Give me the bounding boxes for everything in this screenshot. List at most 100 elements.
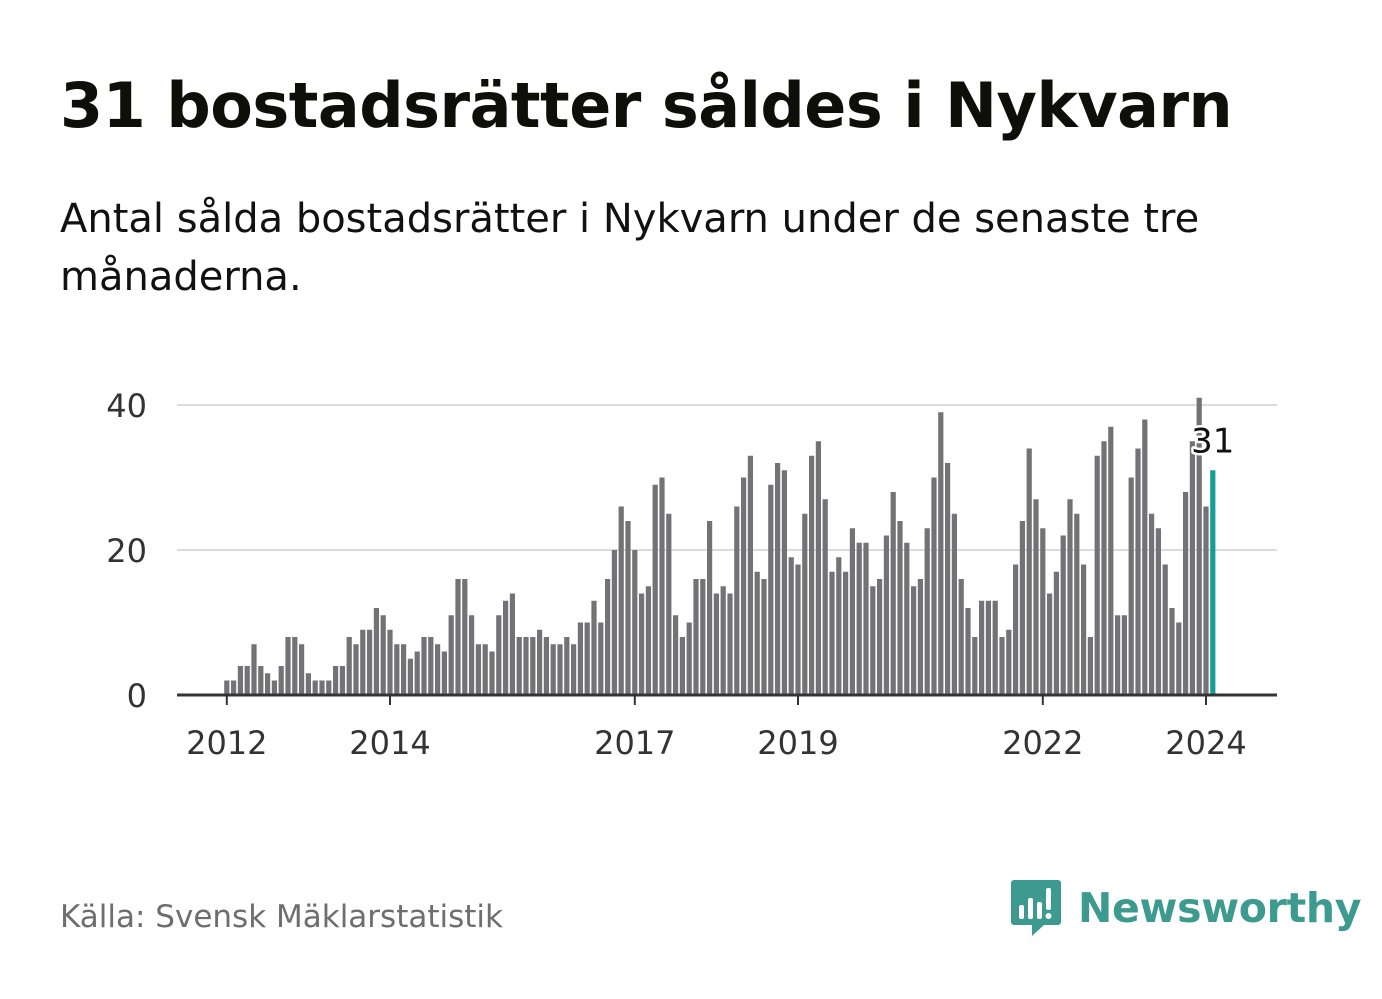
bar (951, 513, 957, 695)
bar (333, 666, 339, 695)
bar (747, 455, 753, 695)
bar (727, 593, 733, 695)
bar (251, 644, 257, 695)
bar (802, 513, 808, 695)
bar (1115, 615, 1121, 695)
bar (292, 637, 298, 695)
bar (414, 651, 420, 695)
bar (625, 521, 631, 695)
bar (237, 666, 243, 695)
bar (339, 666, 345, 695)
bar (741, 477, 747, 695)
bar (305, 673, 311, 695)
bar (258, 666, 264, 695)
bar (761, 579, 767, 695)
bar (686, 622, 692, 695)
highlight-data-label: 31 (1191, 421, 1234, 461)
bar (911, 586, 917, 695)
bar (863, 542, 869, 695)
bar (360, 629, 366, 695)
bar (713, 593, 719, 695)
bar (1013, 564, 1019, 695)
x-tick-label: 2024 (1165, 724, 1246, 762)
x-tick-label: 2019 (757, 724, 838, 762)
bar (822, 499, 828, 695)
bar (1067, 499, 1073, 695)
bar (754, 571, 760, 695)
bar (271, 680, 277, 695)
bar (904, 542, 910, 695)
y-tick-label: 20 (106, 532, 147, 570)
bar (809, 455, 815, 695)
bar (1108, 426, 1114, 695)
bar (945, 463, 951, 695)
bar (639, 593, 645, 695)
bar (380, 615, 386, 695)
bar (815, 441, 821, 695)
bar (985, 600, 991, 695)
bar (958, 579, 964, 695)
bar (1155, 528, 1161, 695)
bar (1087, 637, 1093, 695)
bar (931, 477, 937, 695)
bar (469, 615, 475, 695)
newsworthy-logo-icon (1011, 880, 1061, 936)
x-tick-label: 2017 (594, 724, 675, 762)
bar (1019, 521, 1025, 695)
bar (571, 644, 577, 695)
bar (781, 470, 787, 695)
bar (775, 463, 781, 695)
bar (448, 615, 454, 695)
bar (652, 484, 658, 695)
bar (999, 637, 1005, 695)
bar (550, 644, 556, 695)
bar (244, 666, 250, 695)
bar (788, 557, 794, 695)
bar (965, 608, 971, 695)
bar (401, 644, 407, 695)
bar (367, 629, 373, 695)
bar (836, 557, 842, 695)
bar (1183, 492, 1189, 695)
bar (849, 528, 855, 695)
bar (1162, 564, 1168, 695)
bar (489, 651, 495, 695)
bar (877, 579, 883, 695)
bar (353, 644, 359, 695)
bar (537, 629, 543, 695)
bar (883, 535, 889, 695)
bar (1040, 528, 1046, 695)
bar (829, 571, 835, 695)
bar (319, 680, 325, 695)
bar (1189, 441, 1195, 695)
bar-chart: 0 20 40 2012 2014 2017 2019 2022 2024 31 (106, 387, 1277, 762)
bar (516, 637, 522, 695)
bar (441, 651, 447, 695)
bar (645, 586, 651, 695)
bar (523, 637, 529, 695)
bar (979, 600, 985, 695)
bar (1081, 564, 1087, 695)
highlight-bar (1210, 470, 1216, 695)
bar (326, 680, 332, 695)
bar (577, 622, 583, 695)
y-tick-label: 40 (106, 387, 147, 425)
bar (482, 644, 488, 695)
bar (693, 579, 699, 695)
bar (598, 622, 604, 695)
bar (1135, 448, 1141, 695)
bar (1033, 499, 1039, 695)
bar (720, 586, 726, 695)
bar (299, 644, 305, 695)
brand-name: Newsworthy (1078, 884, 1362, 932)
bar (584, 622, 590, 695)
x-tick-label: 2022 (1002, 724, 1083, 762)
bar (394, 644, 400, 695)
bar (346, 637, 352, 695)
bar (509, 593, 515, 695)
bar (224, 680, 230, 695)
bar (1074, 513, 1080, 695)
brand-logo[interactable]: Newsworthy (1010, 878, 1361, 938)
bar (843, 571, 849, 695)
bar (1169, 608, 1175, 695)
